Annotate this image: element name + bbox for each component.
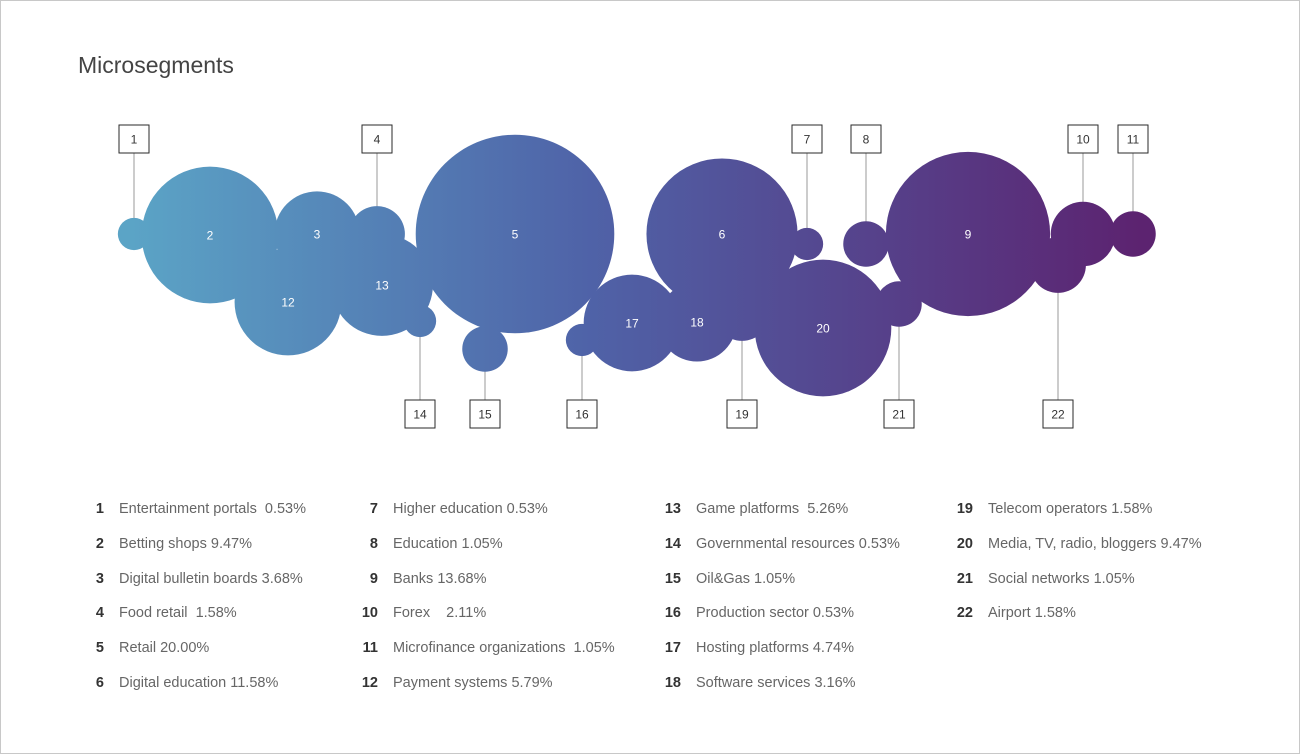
bubble-7: [790, 227, 824, 261]
callout-box-11: [1117, 124, 1149, 154]
legend-label: Education 1.05%: [393, 535, 503, 552]
legend-number: 3: [95, 570, 104, 587]
callout-label-14: 14: [413, 408, 427, 422]
callout-label-19: 19: [735, 408, 749, 422]
bubble-6: [646, 158, 798, 310]
legend-label: Software services 3.16%: [696, 675, 856, 691]
callout-label-7: 7: [804, 133, 811, 147]
callout-box-8: [850, 124, 882, 154]
legend-number: 17: [664, 640, 681, 657]
legend-label: Hosting platforms 4.74%: [696, 640, 854, 657]
legend-number: 7: [369, 501, 378, 517]
callout-label-21: 21: [892, 408, 906, 422]
bubble-label-5: 5: [512, 228, 519, 242]
bubble-label-2: 2: [207, 229, 214, 243]
bubble-20: [754, 259, 892, 397]
bubble-9: [885, 151, 1051, 317]
bubble-8: [843, 221, 889, 267]
bubble-14: [403, 304, 437, 338]
legend-number: 9: [369, 570, 378, 587]
legend-number: 21: [956, 570, 973, 587]
callout-label-1: 1: [131, 133, 138, 147]
callout-box-14: [404, 399, 436, 429]
legend-label: Banks 13.68%: [393, 570, 487, 587]
bubble-22: [1030, 237, 1086, 293]
callout-box-7: [791, 124, 823, 154]
callout-label-8: 8: [863, 133, 870, 147]
legend-number: 12: [361, 675, 378, 691]
legend-number: 19: [956, 501, 973, 517]
legend-number: 6: [95, 675, 104, 691]
bubble-15: [462, 326, 508, 372]
legend-label: Airport 1.58%: [988, 605, 1076, 622]
legend-label: Food retail 1.58%: [119, 605, 237, 622]
callout-box-1: [118, 124, 150, 154]
legend-label: Production sector 0.53%: [696, 605, 854, 622]
legend-number: 14: [664, 535, 681, 552]
legend-number: 16: [664, 605, 681, 622]
bubble-12: [234, 248, 342, 356]
bubble-5: [415, 134, 615, 334]
legend-label: Betting shops 9.47%: [119, 535, 253, 552]
bubble-label-18: 18: [690, 316, 704, 330]
legend-number: 11: [362, 640, 378, 657]
legend-label: Entertainment portals 0.53%: [119, 501, 306, 517]
legend-label: Digital bulletin boards 3.68%: [119, 570, 303, 587]
callout-box-10: [1067, 124, 1099, 154]
legend-label: Oil&Gas 1.05%: [696, 570, 796, 587]
callout-box-19: [726, 399, 758, 429]
legend-label: Media, TV, radio, bloggers 9.47%: [988, 535, 1202, 552]
bubble-label-20: 20: [816, 322, 830, 336]
bubble-label-3: 3: [314, 228, 321, 242]
legend-number: 4: [95, 605, 104, 622]
legend-label: Game platforms 5.26%: [696, 501, 849, 517]
chart-title: Microsegments: [78, 52, 234, 78]
bubble-2: [141, 166, 279, 304]
callout-label-15: 15: [478, 408, 492, 422]
callout-box-22: [1042, 399, 1074, 429]
legend-number: 10: [361, 605, 378, 622]
bubble-label-6: 6: [719, 228, 726, 242]
callout-box-15: [469, 399, 501, 429]
bubble-label-9: 9: [965, 228, 972, 242]
callout-box-16: [566, 399, 598, 429]
legend-number: 5: [95, 640, 104, 657]
legend-label: Telecom operators 1.58%: [988, 501, 1153, 517]
legend-label: Governmental resources 0.53%: [696, 535, 900, 552]
legend-number: 20: [956, 535, 973, 552]
legend-number: 22: [956, 605, 973, 622]
callout-label-11: 11: [1127, 133, 1140, 147]
legend-label: Digital education 11.58%: [119, 675, 279, 691]
legend-label: Higher education 0.53%: [393, 501, 548, 517]
callout-label-22: 22: [1051, 408, 1065, 422]
bubble-label-13: 13: [375, 279, 389, 293]
legend-number: 8: [369, 535, 378, 552]
legend-label: Payment systems 5.79%: [393, 675, 553, 691]
bubble-17: [583, 274, 681, 372]
bubble-label-12: 12: [281, 296, 295, 310]
bubble-label-17: 17: [625, 317, 639, 331]
legend-number: 2: [95, 535, 104, 552]
callout-label-10: 10: [1076, 133, 1090, 147]
legend-label: Forex 2.11%: [393, 605, 487, 622]
bubble-21: [876, 281, 922, 327]
legend-label: Retail 20.00%: [119, 640, 210, 657]
legend-label: Social networks 1.05%: [988, 570, 1135, 587]
callout-box-21: [883, 399, 915, 429]
legend-number: 1: [95, 501, 104, 517]
legend-number: 13: [664, 501, 681, 517]
callout-label-16: 16: [575, 408, 589, 422]
bubble-11: [1110, 211, 1156, 257]
bubble-13: [331, 234, 433, 336]
callout-box-4: [361, 124, 393, 154]
callout-label-4: 4: [374, 133, 381, 147]
legend-number: 18: [664, 675, 681, 691]
legend-number: 15: [664, 570, 681, 587]
legend-label: Microfinance organizations 1.05%: [393, 640, 615, 657]
